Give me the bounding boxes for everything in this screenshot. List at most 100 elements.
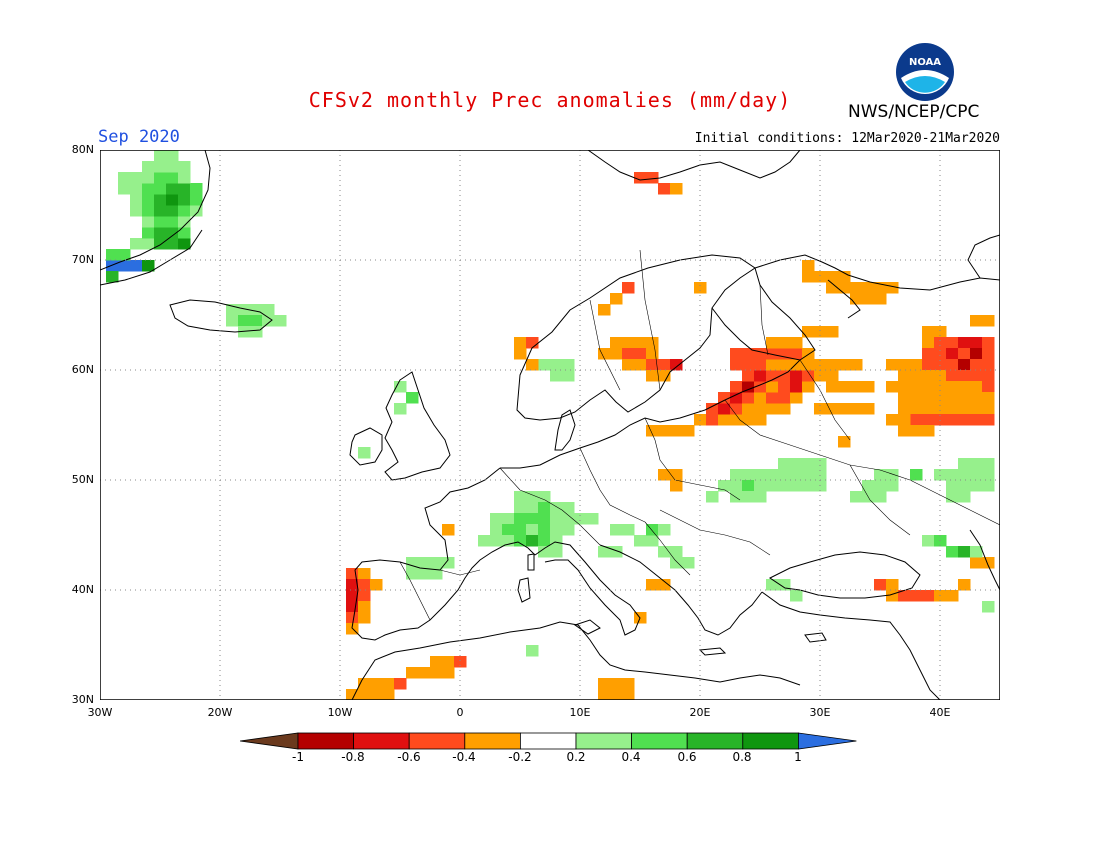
lon-label-20e: 20E bbox=[689, 706, 711, 719]
anomaly-cell bbox=[622, 524, 635, 536]
anomaly-cell bbox=[814, 359, 827, 371]
anomaly-cell bbox=[166, 150, 179, 162]
anomaly-cell bbox=[718, 414, 731, 426]
anomaly-cell bbox=[130, 260, 143, 272]
lon-label-0: 0 bbox=[456, 706, 464, 719]
anomaly-cell bbox=[538, 524, 551, 536]
anomaly-cell bbox=[970, 458, 983, 470]
colorbar-segment bbox=[742, 732, 799, 750]
anomaly-cell bbox=[106, 249, 119, 261]
anomaly-cell bbox=[670, 359, 683, 371]
anomaly-cell bbox=[610, 337, 623, 349]
anomaly-cell bbox=[538, 491, 551, 503]
anomaly-cell bbox=[706, 403, 719, 415]
anomaly-cell bbox=[658, 425, 671, 437]
anomaly-cell bbox=[670, 480, 683, 492]
anomaly-cell bbox=[550, 513, 563, 525]
anomaly-cell bbox=[406, 557, 419, 569]
anomaly-cell bbox=[118, 183, 131, 195]
anomaly-cell bbox=[850, 293, 863, 305]
anomaly-cell bbox=[898, 590, 911, 602]
anomaly-cell bbox=[838, 436, 851, 448]
anomaly-cell bbox=[754, 348, 767, 360]
anomaly-cell bbox=[178, 216, 191, 228]
anomaly-cell bbox=[622, 282, 635, 294]
anomaly-cell bbox=[706, 414, 719, 426]
anomaly-cell bbox=[418, 667, 431, 679]
anomaly-cell bbox=[922, 337, 935, 349]
anomaly-cell bbox=[742, 370, 755, 382]
anomaly-cell bbox=[730, 348, 743, 360]
anomaly-cell bbox=[526, 359, 539, 371]
anomaly-cell bbox=[166, 183, 179, 195]
anomaly-cell bbox=[790, 348, 803, 360]
anomaly-cell bbox=[778, 579, 791, 591]
anomaly-cell bbox=[958, 337, 971, 349]
anomaly-cell bbox=[502, 513, 515, 525]
anomaly-cell bbox=[130, 194, 143, 206]
anomaly-cell bbox=[586, 513, 599, 525]
anomaly-cell bbox=[610, 546, 623, 558]
anomaly-cell bbox=[166, 216, 179, 228]
lat-label-80n: 80N bbox=[71, 143, 94, 156]
anomaly-cell bbox=[958, 414, 971, 426]
anomaly-cell bbox=[598, 304, 611, 316]
colorbar-label: 0.8 bbox=[732, 750, 752, 764]
anomaly-cell bbox=[166, 172, 179, 184]
anomaly-cell bbox=[754, 414, 767, 426]
anomaly-cell bbox=[490, 535, 503, 547]
anomaly-cell bbox=[142, 183, 155, 195]
anomaly-cell bbox=[670, 469, 683, 481]
anomaly-cell bbox=[646, 172, 659, 184]
anomaly-cell bbox=[646, 579, 659, 591]
anomaly-cell bbox=[442, 667, 455, 679]
anomaly-cell bbox=[562, 359, 575, 371]
anomaly-cell bbox=[658, 370, 671, 382]
anomaly-cell bbox=[958, 381, 971, 393]
anomaly-cell bbox=[658, 579, 671, 591]
anomaly-cell bbox=[430, 667, 443, 679]
anomaly-cell bbox=[778, 458, 791, 470]
graticule bbox=[100, 150, 1000, 700]
anomaly-cell bbox=[730, 392, 743, 404]
anomaly-cell bbox=[430, 557, 443, 569]
anomaly-cell bbox=[742, 469, 755, 481]
anomaly-cell bbox=[538, 359, 551, 371]
anomaly-cell bbox=[802, 326, 815, 338]
anomaly-cell bbox=[826, 381, 839, 393]
anomaly-cell bbox=[154, 150, 167, 162]
anomaly-cell bbox=[898, 370, 911, 382]
anomaly-cell bbox=[514, 502, 527, 514]
anomaly-cell bbox=[958, 403, 971, 415]
colorbar-low-arrow bbox=[240, 732, 299, 750]
anomaly-cell bbox=[934, 414, 947, 426]
anomaly-cell bbox=[754, 491, 767, 503]
anomaly-cell bbox=[922, 359, 935, 371]
colorbar-segment bbox=[464, 732, 521, 750]
anomaly-cell bbox=[958, 491, 971, 503]
anomaly-cell bbox=[634, 348, 647, 360]
anomaly-cell bbox=[970, 557, 983, 569]
anomaly-cell bbox=[910, 469, 923, 481]
anomaly-cell bbox=[838, 282, 851, 294]
anomaly-cell bbox=[982, 414, 995, 426]
anomaly-cell bbox=[658, 183, 671, 195]
anomaly-cell bbox=[982, 601, 995, 613]
anomaly-cell bbox=[910, 359, 923, 371]
anomaly-cell bbox=[946, 469, 959, 481]
anomaly-cell bbox=[766, 337, 779, 349]
anomaly-cell bbox=[346, 601, 359, 613]
colorbar-high-arrow bbox=[798, 732, 857, 750]
anomaly-cell bbox=[826, 403, 839, 415]
anomaly-cell bbox=[790, 590, 803, 602]
anomaly-cell bbox=[694, 282, 707, 294]
anomaly-cell bbox=[958, 392, 971, 404]
anomaly-cell bbox=[718, 403, 731, 415]
anomaly-cell bbox=[874, 480, 887, 492]
anomaly-cell bbox=[178, 227, 191, 239]
anomaly-cell bbox=[646, 359, 659, 371]
anomaly-cell bbox=[838, 271, 851, 283]
anomaly-cell bbox=[742, 381, 755, 393]
anomaly-cell bbox=[766, 469, 779, 481]
anomaly-cell bbox=[778, 403, 791, 415]
